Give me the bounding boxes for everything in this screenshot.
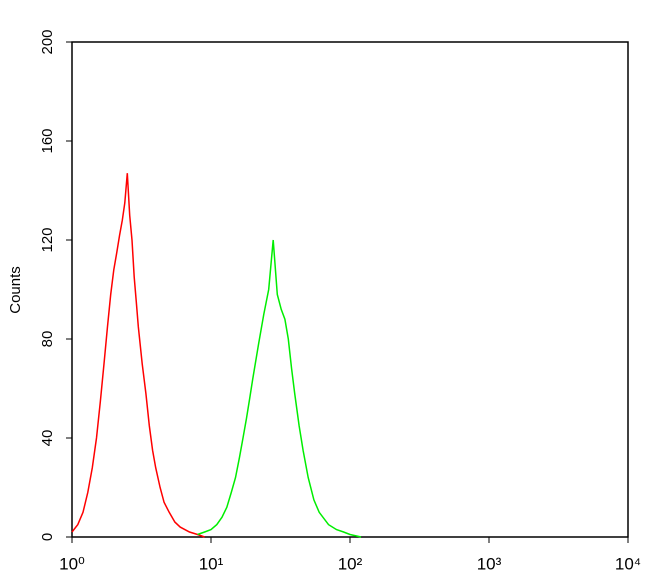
y-tick-label: 40 xyxy=(39,430,56,447)
histogram-line xyxy=(197,239,362,538)
y-tick-label: 120 xyxy=(39,227,56,252)
x-tick-label: 10⁰ xyxy=(59,554,85,573)
x-tick-label: 10⁴ xyxy=(615,554,641,573)
y-tick-label: 160 xyxy=(39,128,56,153)
x-tick-label: 10² xyxy=(338,554,363,573)
y-tick-label: 80 xyxy=(39,331,56,348)
x-tick-label: 10³ xyxy=(477,554,502,573)
y-tick-label: 0 xyxy=(39,533,56,541)
y-tick-label: 200 xyxy=(39,29,56,54)
histogram-line xyxy=(71,173,205,538)
y-axis-label: Counts xyxy=(7,266,24,314)
x-tick-label: 10¹ xyxy=(199,554,224,573)
